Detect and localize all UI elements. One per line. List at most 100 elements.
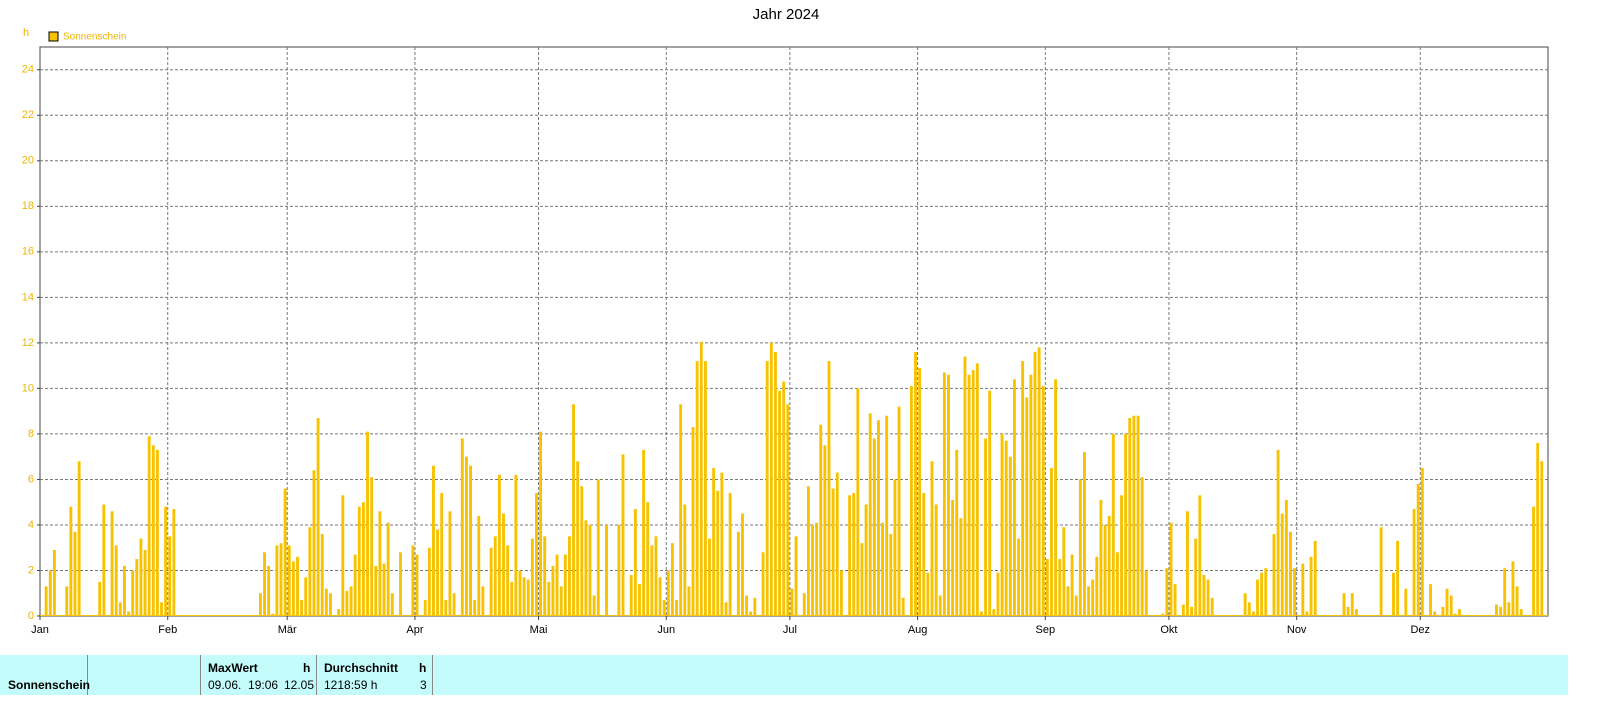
bar — [1033, 351, 1037, 616]
bar — [287, 545, 291, 616]
bar — [436, 529, 440, 616]
bar — [526, 579, 530, 616]
bar — [489, 547, 493, 616]
bar — [44, 586, 48, 616]
bar — [1354, 609, 1358, 616]
bar — [1140, 477, 1144, 616]
bar — [839, 570, 843, 616]
col-unit: h — [303, 661, 311, 675]
bar — [629, 575, 633, 616]
bar — [1280, 513, 1284, 616]
row-label: Sonnenschein — [8, 678, 91, 692]
bar — [1012, 379, 1016, 616]
bar — [1532, 506, 1536, 616]
bar — [955, 449, 959, 616]
bar — [399, 552, 402, 616]
bar — [366, 431, 369, 616]
x-tick-label: Aug — [908, 624, 928, 636]
bar — [724, 602, 728, 616]
bar — [1161, 613, 1165, 616]
bar — [1058, 559, 1062, 616]
bar — [279, 543, 283, 616]
bar — [139, 538, 143, 616]
y-tick-label: 0 — [28, 610, 34, 622]
y-tick-label: 14 — [22, 291, 34, 303]
bar — [1416, 483, 1420, 616]
bar — [1173, 584, 1177, 616]
bar — [1095, 556, 1099, 616]
bar — [588, 524, 592, 616]
bar — [48, 570, 52, 616]
bar — [143, 549, 147, 616]
bar — [567, 536, 571, 616]
bar — [539, 431, 543, 616]
bar — [897, 406, 901, 616]
bar — [263, 552, 266, 616]
bar — [1091, 579, 1095, 616]
bar — [592, 595, 596, 616]
y-tick-label: 24 — [22, 64, 34, 76]
max-value: 12.05 — [284, 678, 315, 692]
bar — [802, 593, 806, 616]
bar — [1169, 522, 1173, 616]
bar — [324, 588, 328, 616]
bar — [1396, 540, 1400, 616]
bar — [1272, 534, 1276, 616]
bar — [745, 595, 749, 616]
bar — [353, 554, 357, 616]
y-tick-label: 2 — [28, 564, 34, 576]
bar — [868, 413, 872, 616]
bar — [1346, 606, 1350, 616]
bar — [1519, 609, 1523, 616]
x-tick-label: Sep — [1036, 624, 1056, 636]
bar — [1256, 579, 1259, 616]
y-tick-label: 6 — [28, 473, 34, 485]
bar — [1078, 479, 1082, 616]
bar — [848, 495, 852, 616]
bar — [312, 470, 316, 616]
x-tick-label: Jan — [31, 624, 49, 636]
bar — [1453, 613, 1457, 616]
bar — [831, 488, 835, 616]
bar — [852, 493, 856, 616]
bar — [304, 577, 308, 616]
bar — [1099, 499, 1103, 616]
y-unit: h — [23, 27, 29, 39]
bar — [535, 493, 538, 616]
bar — [988, 390, 992, 616]
x-tick-label: Nov — [1287, 624, 1307, 636]
bar — [992, 609, 996, 616]
bar — [736, 531, 740, 616]
bar — [296, 556, 299, 616]
bar — [786, 404, 790, 616]
bar — [1206, 579, 1210, 616]
bar — [1194, 538, 1198, 616]
bar — [1111, 433, 1115, 616]
bar — [448, 511, 452, 616]
bar — [662, 600, 666, 616]
x-tick-label: Dez — [1410, 624, 1430, 636]
x-tick-label: Jun — [657, 624, 675, 636]
bar — [926, 572, 930, 616]
bar — [1507, 602, 1511, 616]
bar — [1499, 606, 1503, 616]
bar — [728, 493, 732, 616]
bar — [938, 595, 942, 616]
bar — [52, 549, 56, 616]
avg-value: 3 — [420, 678, 427, 692]
bar — [703, 361, 707, 616]
bar — [576, 461, 580, 616]
bar — [1103, 524, 1107, 616]
bar — [1045, 559, 1049, 616]
bar — [942, 372, 946, 616]
bar — [1054, 379, 1058, 616]
bar — [1115, 552, 1119, 616]
bar — [806, 486, 810, 616]
bar — [320, 534, 324, 616]
bar — [110, 511, 114, 616]
bar — [712, 468, 716, 616]
bar — [753, 597, 757, 616]
bar — [357, 506, 361, 616]
bar — [518, 570, 522, 616]
bar — [1515, 586, 1519, 616]
